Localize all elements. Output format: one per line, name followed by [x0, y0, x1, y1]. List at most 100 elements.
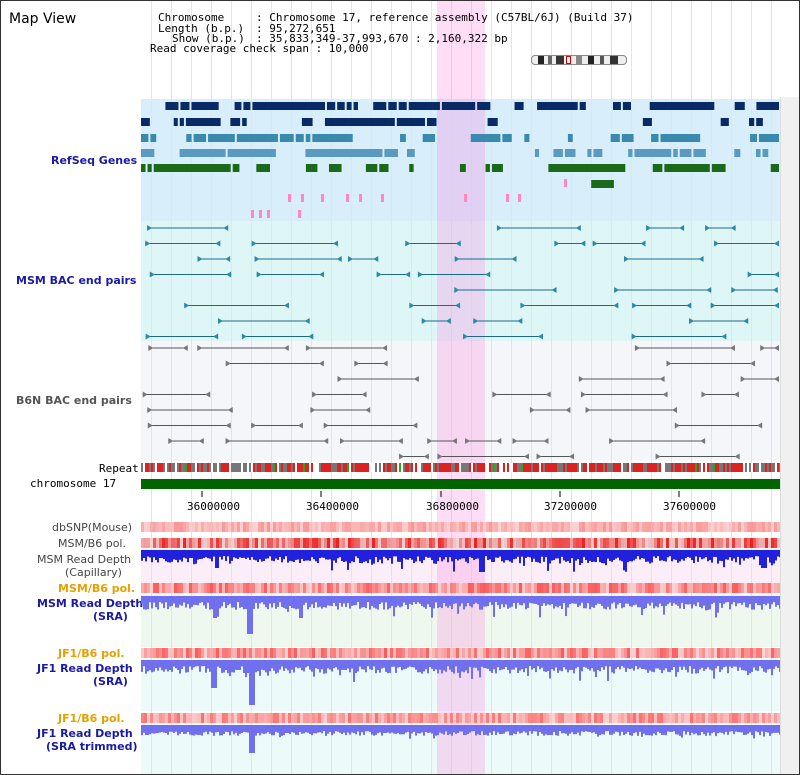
jf1-b6-pol-cell — [228, 713, 231, 723]
msm-capillary-depth-bar — [667, 550, 669, 558]
jf1-trim-depth-bar — [425, 725, 427, 733]
jf1-sra-depth-bar — [493, 660, 495, 670]
dbsnp-cell — [516, 522, 519, 532]
grid-line — [631, 1, 632, 774]
jf1-b6-pol-cell — [768, 713, 771, 723]
msm-capillary-depth-bar — [575, 550, 577, 561]
dbsnp-cell — [141, 522, 144, 532]
msm-capillary-depth-bar — [657, 550, 659, 557]
selected-region-highlight[interactable] — [437, 1, 485, 774]
jf1-sra-depth-bar — [225, 660, 227, 671]
jf1-trim-depth-bar — [309, 725, 311, 734]
jf1-sra-depth-bar — [743, 660, 745, 671]
repeat-segment — [587, 463, 589, 472]
msm-sra-depth-bar — [329, 596, 331, 606]
jf1-b6-pol-cell — [750, 648, 753, 658]
msm-capillary-depth-bar — [587, 550, 589, 563]
small-gene-feature — [321, 194, 324, 202]
msm-capillary-depth-bar — [177, 550, 179, 563]
vertical-scrollbar[interactable] — [780, 97, 799, 774]
msm-sra-depth-bar — [413, 596, 415, 603]
dbsnp-cell — [381, 522, 384, 532]
dbsnp-cell — [252, 522, 255, 532]
jf1-sra-depth-bar — [485, 660, 487, 669]
jf1-trim-depth-bar — [273, 725, 275, 736]
b6n-bac-pair-end-marker — [339, 438, 345, 444]
msm-capillary-depth-bar — [443, 550, 445, 560]
jf1-b6-pol-cell — [141, 713, 144, 723]
msm-sra-depth-bar — [655, 596, 657, 607]
msm-b6-pol-cell — [156, 538, 159, 548]
msm-bac-pair-end-marker — [421, 318, 427, 324]
jf1-b6-pol-cell — [489, 713, 492, 723]
jf1-sra-depth-bar — [381, 660, 383, 669]
msm-b6-pol-cell — [741, 538, 744, 548]
jf1-trim-depth-bar — [433, 725, 435, 739]
dbsnp-cell — [429, 522, 432, 532]
jf1-b6-pol-cell — [531, 648, 534, 658]
msm-b6-pol-cell — [159, 538, 162, 548]
msm-sra-depth-bar — [515, 596, 517, 609]
msm-capillary-depth-bar — [709, 550, 711, 561]
msm-sra-depth-bar — [319, 596, 321, 607]
b6n-bac-pair-end-marker — [568, 453, 574, 460]
jf1-trim-depth-bar — [361, 725, 363, 733]
b6n-bac-pair-end-marker — [666, 360, 672, 367]
jf1-b6-pol-cell — [261, 648, 264, 658]
jf1-sra-depth-bar — [687, 660, 689, 673]
label-msm-bac[interactable]: MSM BAC end pairs — [16, 274, 137, 287]
msm-b6-pol-cell — [276, 583, 279, 593]
msm-sra-depth-bar — [569, 596, 571, 605]
repeat-segment — [361, 463, 363, 472]
jf1-trim-depth-bar — [711, 725, 713, 734]
jf1-sra-depth-bar — [483, 660, 485, 668]
jf1-sra-depth-bar — [761, 660, 763, 669]
gene-feature — [537, 102, 578, 110]
jf1-trim-depth-bar — [223, 725, 225, 734]
msm-sra-depth-bar — [179, 596, 181, 605]
jf1-trim-depth-bar — [675, 725, 677, 735]
chromosome-ideogram[interactable] — [531, 55, 627, 65]
msm-sra-depth-bar — [519, 596, 521, 605]
jf1-sra-depth-bar — [339, 660, 341, 676]
msm-sra-depth-bar — [625, 596, 627, 604]
jf1-b6-pol-cell — [378, 713, 381, 723]
dbsnp-cell — [408, 522, 411, 532]
jf1-b6-pol-cell — [291, 713, 294, 723]
repeat-segment — [579, 463, 581, 472]
repeat-segment — [213, 463, 215, 472]
msm-capillary-depth-bar — [359, 550, 361, 564]
jf1-trim-depth-bar — [691, 725, 693, 733]
msm-capillary-depth-bar — [463, 550, 465, 559]
msm-sra-depth-bar — [411, 596, 413, 605]
msm-sra-depth-bar — [531, 596, 533, 604]
msm-b6-pol-cell — [498, 538, 501, 548]
jf1-b6-pol-cell — [507, 713, 510, 723]
label-b6n-bac[interactable]: B6N BAC end pairs — [16, 394, 132, 407]
dbsnp-cell — [279, 522, 282, 532]
jf1-b6-pol-cell — [375, 648, 378, 658]
msm-sra-depth-bar — [443, 596, 445, 604]
repeat-segment — [407, 463, 409, 472]
msm-sra-depth-bar — [627, 596, 629, 604]
jf1-b6-pol-cell — [759, 713, 762, 723]
repeat-segment — [593, 463, 595, 472]
b6n-bac-pair-end-marker — [225, 438, 231, 444]
msm-sra-depth-bar — [775, 596, 777, 607]
jf1-b6-pol-cell — [156, 713, 159, 723]
jf1-sra-depth-bar — [141, 660, 143, 672]
msm-capillary-depth-bar — [373, 550, 375, 564]
msm-b6-pol-cell — [147, 538, 150, 548]
jf1-trim-depth-bar — [405, 725, 407, 733]
msm-sra-depth-bar — [715, 596, 717, 618]
msm-b6-pol-cell — [735, 583, 738, 593]
jf1-trim-depth-bar — [351, 725, 353, 733]
msm-b6-pol-cell — [180, 583, 183, 593]
msm-sra-depth-bar — [743, 596, 745, 603]
jf1-b6-pol-cell — [702, 713, 705, 723]
label-refseq-genes[interactable]: RefSeq Genes — [51, 154, 138, 167]
repeat-segment — [767, 463, 769, 472]
repeat-segment — [377, 463, 379, 472]
jf1-b6-pol-cell — [477, 648, 480, 658]
